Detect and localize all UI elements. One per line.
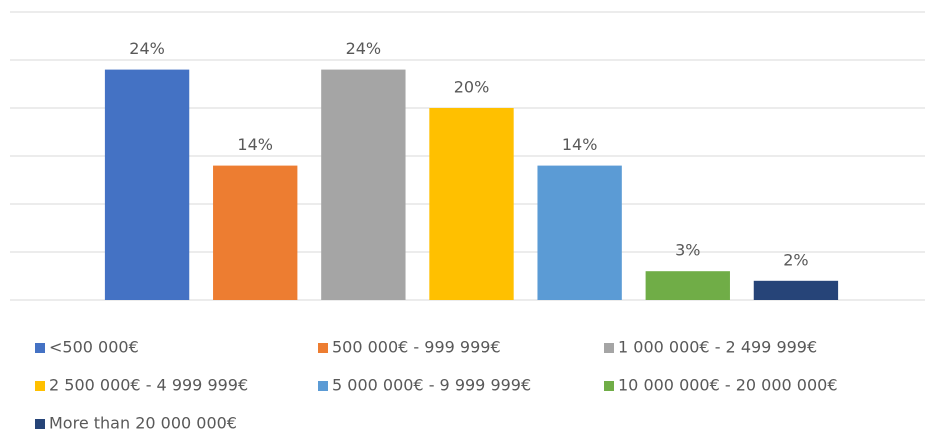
legend-label: 1 000 000€ - 2 499 999€	[618, 338, 817, 357]
bar	[429, 108, 514, 300]
bar	[104, 69, 190, 300]
legend-swatch	[35, 419, 45, 429]
legend-swatch	[604, 343, 614, 353]
bar	[213, 165, 298, 300]
legend-swatch	[318, 343, 328, 353]
data-label: 24%	[129, 39, 165, 58]
data-label: 3%	[675, 241, 700, 260]
legend-label: 500 000€ - 999 999€	[332, 338, 501, 357]
data-label: 20%	[454, 78, 490, 97]
bar	[753, 280, 839, 300]
bar	[645, 271, 730, 300]
legend-label: 5 000 000€ - 9 999 999€	[332, 376, 531, 395]
data-label: 14%	[562, 135, 598, 154]
bar	[537, 165, 622, 300]
legend-swatch	[318, 381, 328, 391]
data-label: 2%	[783, 250, 808, 269]
legend-label: <500 000€	[49, 338, 139, 357]
data-label: 24%	[346, 39, 382, 58]
legend-label: More than 20 000 000€	[49, 414, 237, 433]
data-label: 14%	[237, 135, 273, 154]
legend-swatch	[35, 381, 45, 391]
legend-label: 10 000 000€ - 20 000 000€	[618, 376, 838, 395]
bar	[321, 69, 406, 300]
legend-swatch	[604, 381, 614, 391]
legend-swatch	[35, 343, 45, 353]
legend-label: 2 500 000€ - 4 999 999€	[49, 376, 248, 395]
